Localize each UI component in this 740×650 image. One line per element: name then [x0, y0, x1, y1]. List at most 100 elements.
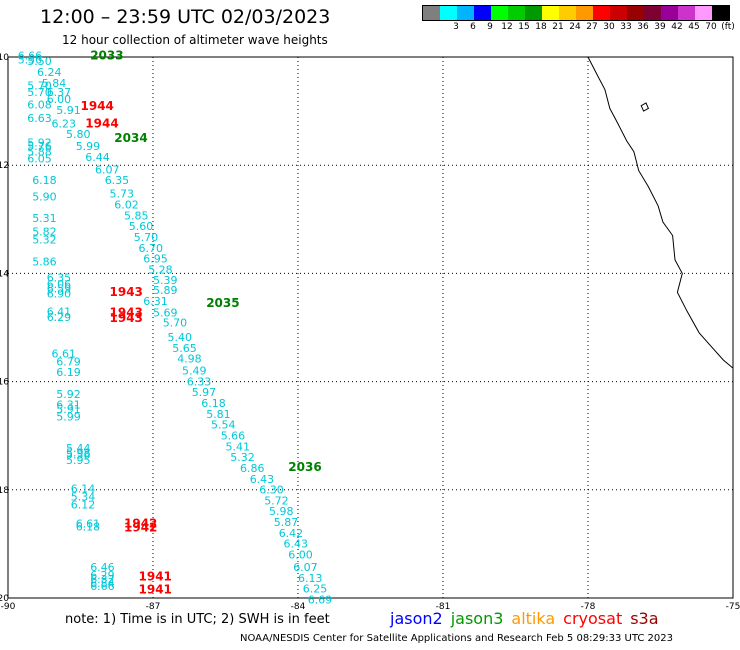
wave-height-label: 5.97	[192, 386, 217, 399]
wave-height-label: 5.98	[269, 505, 294, 518]
legend-label: 3	[453, 22, 459, 32]
wave-height-label: 5.66	[221, 430, 246, 443]
wave-height-label: 6.66	[18, 50, 43, 63]
wave-height-label: 5.99	[76, 140, 101, 153]
wave-height-label: 6.63	[27, 112, 52, 125]
wave-height-label: 5.82	[32, 226, 57, 239]
wave-height-label: 6.00	[288, 549, 313, 562]
satellite-name: jason3	[450, 609, 504, 628]
wave-height-label: 6.61	[52, 347, 77, 360]
wave-height-label: 5.28	[148, 263, 173, 276]
wave-height-label: 6.86	[240, 462, 265, 475]
wave-height-label: 5.85	[124, 209, 149, 222]
wave-height-observations: 6.665.505.506.245.705.845.706.376.006.08…	[18, 50, 333, 607]
wave-height-label: 5.31	[32, 212, 57, 225]
satellite-legend: jason2 jason3 altika cryosat s3a	[390, 609, 667, 628]
y-tick-label: -20	[0, 594, 9, 604]
legend-swatch	[576, 6, 593, 20]
pass-time-label: 1943	[110, 306, 143, 320]
y-tick-label: -10	[0, 53, 9, 63]
pass-time-label: 2034	[114, 131, 147, 145]
wave-height-label: 5.95	[66, 454, 91, 467]
legend-label: 15	[518, 22, 530, 32]
wave-height-label: 6.70	[139, 242, 164, 255]
legend-label: 21	[552, 22, 564, 32]
pass-time-label: 1941	[139, 583, 172, 597]
wave-height-label: 6.25	[303, 583, 328, 596]
wave-height-label: 5.76	[27, 140, 52, 153]
x-tick-label: -90	[1, 602, 16, 612]
wave-height-label: 6.79	[56, 355, 81, 368]
wave-height-label: 5.90	[32, 190, 57, 203]
wave-height-label: 6.35	[105, 174, 130, 187]
satellite-name: jason2	[390, 609, 443, 628]
legend-swatch	[610, 6, 627, 20]
legend-label: 6	[470, 22, 476, 32]
wave-height-label: 6.69	[308, 593, 333, 606]
x-tick-label: -78	[581, 602, 596, 612]
pass-time-label: 1944	[85, 116, 118, 130]
wave-height-label: 5.98	[66, 446, 91, 459]
wave-height-label: 6.37	[47, 86, 71, 99]
wave-height-label: 6.18	[76, 520, 101, 533]
wave-height-label: 5.91	[56, 104, 81, 117]
wave-height-label: 5.44	[66, 442, 91, 455]
wave-height-label: 5.32	[32, 234, 57, 247]
map-frame	[7, 56, 734, 599]
y-tick-label: -14	[0, 269, 9, 279]
legend-swatch	[542, 6, 559, 20]
wave-height-label: 6.05	[27, 153, 52, 166]
legend-swatch	[508, 6, 525, 20]
wave-height-label: 6.43	[250, 473, 275, 486]
pass-time-label: 1944	[81, 99, 114, 113]
legend-label: 42	[671, 22, 683, 32]
wave-height-label: 5.34	[71, 491, 96, 504]
wave-height-label: 5.81	[206, 408, 231, 421]
wave-height-label: 6.02	[114, 199, 139, 212]
wave-height-label: 6.23	[52, 117, 77, 130]
satellite-name: s3a	[630, 609, 659, 628]
wave-height-label: 5.70	[27, 86, 52, 99]
pass-time-labels: 2033194419442034194320351943194320361942…	[81, 49, 322, 597]
wave-height-label: 6.07	[95, 163, 120, 176]
wave-height-label: 6.42	[279, 527, 304, 540]
x-tick-label: -81	[436, 602, 451, 612]
legend-swatch	[712, 6, 729, 20]
pass-time-label: 2035	[206, 296, 239, 310]
y-tick-label: -16	[0, 378, 9, 388]
wave-height-label: 5.87	[274, 516, 299, 529]
legend-label: 36	[637, 22, 649, 32]
wave-height-label: 6.18	[32, 174, 57, 187]
wave-height-label: 6.95	[143, 253, 168, 266]
wave-height-label: 5.88	[27, 146, 52, 159]
pass-time-label: 1943	[110, 285, 143, 299]
legend-swatch	[695, 6, 712, 20]
pass-time-label: 1943	[110, 311, 143, 325]
legend-swatch	[644, 6, 661, 20]
wave-height-label: 6.18	[201, 397, 226, 410]
coastline-path	[587, 56, 734, 369]
wave-height-label: 6.84	[90, 577, 115, 590]
satellite-name: cryosat	[563, 609, 623, 628]
wave-height-label: 5.49	[182, 365, 207, 378]
wave-height-label: 5.91	[56, 403, 81, 416]
footer-note: note: 1) Time is in UTC; 2) SWH is in fe…	[65, 612, 330, 627]
wave-height-label: 6.00	[47, 93, 71, 106]
wave-height-label: 5.70	[134, 231, 159, 244]
legend-swatch	[525, 6, 542, 20]
legend-label: 27	[586, 22, 598, 32]
legend-label: 18	[535, 22, 547, 32]
wave-height-label: 5.70	[27, 80, 52, 93]
wave-height-label: 5.80	[66, 128, 91, 141]
legend-label: (ft)	[721, 22, 735, 32]
legend-label: 70	[705, 22, 717, 32]
map-title: 12:00 – 23:59 UTC 02/03/2023	[40, 6, 331, 28]
wave-height-label: 5.86	[32, 255, 57, 268]
y-tick-label: -18	[0, 486, 9, 496]
legend-swatch	[593, 6, 610, 20]
wave-height-label: 5.84	[42, 77, 67, 90]
wave-height-label: 6.33	[187, 375, 212, 388]
wave-height-label: 6.41	[47, 306, 71, 319]
map-grid	[8, 57, 733, 598]
